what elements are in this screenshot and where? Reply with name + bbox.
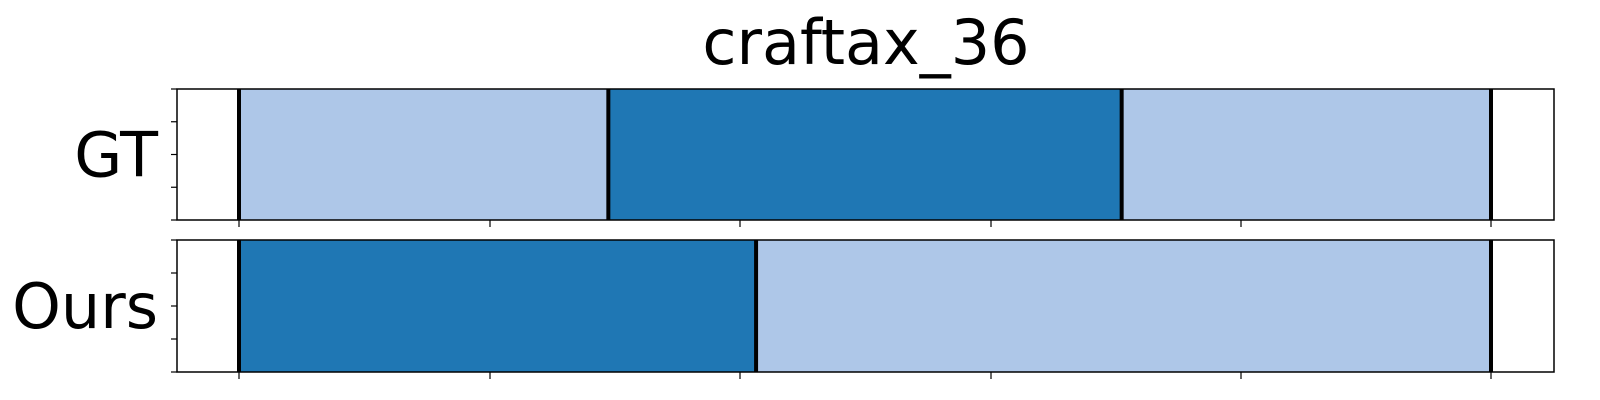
row-label-ours: Ours <box>12 270 158 343</box>
segment-gt-0 <box>239 89 609 220</box>
panel-ours: Ours <box>12 239 1555 379</box>
panel-gt: GT <box>74 88 1555 227</box>
segment-gt-1 <box>608 89 1122 220</box>
segment-ours-1 <box>756 240 1491 372</box>
row-label-gt: GT <box>74 119 159 192</box>
chart-title: craftax_36 <box>702 6 1029 79</box>
segment-ours-0 <box>239 240 757 372</box>
segment-gt-2 <box>1121 89 1491 220</box>
